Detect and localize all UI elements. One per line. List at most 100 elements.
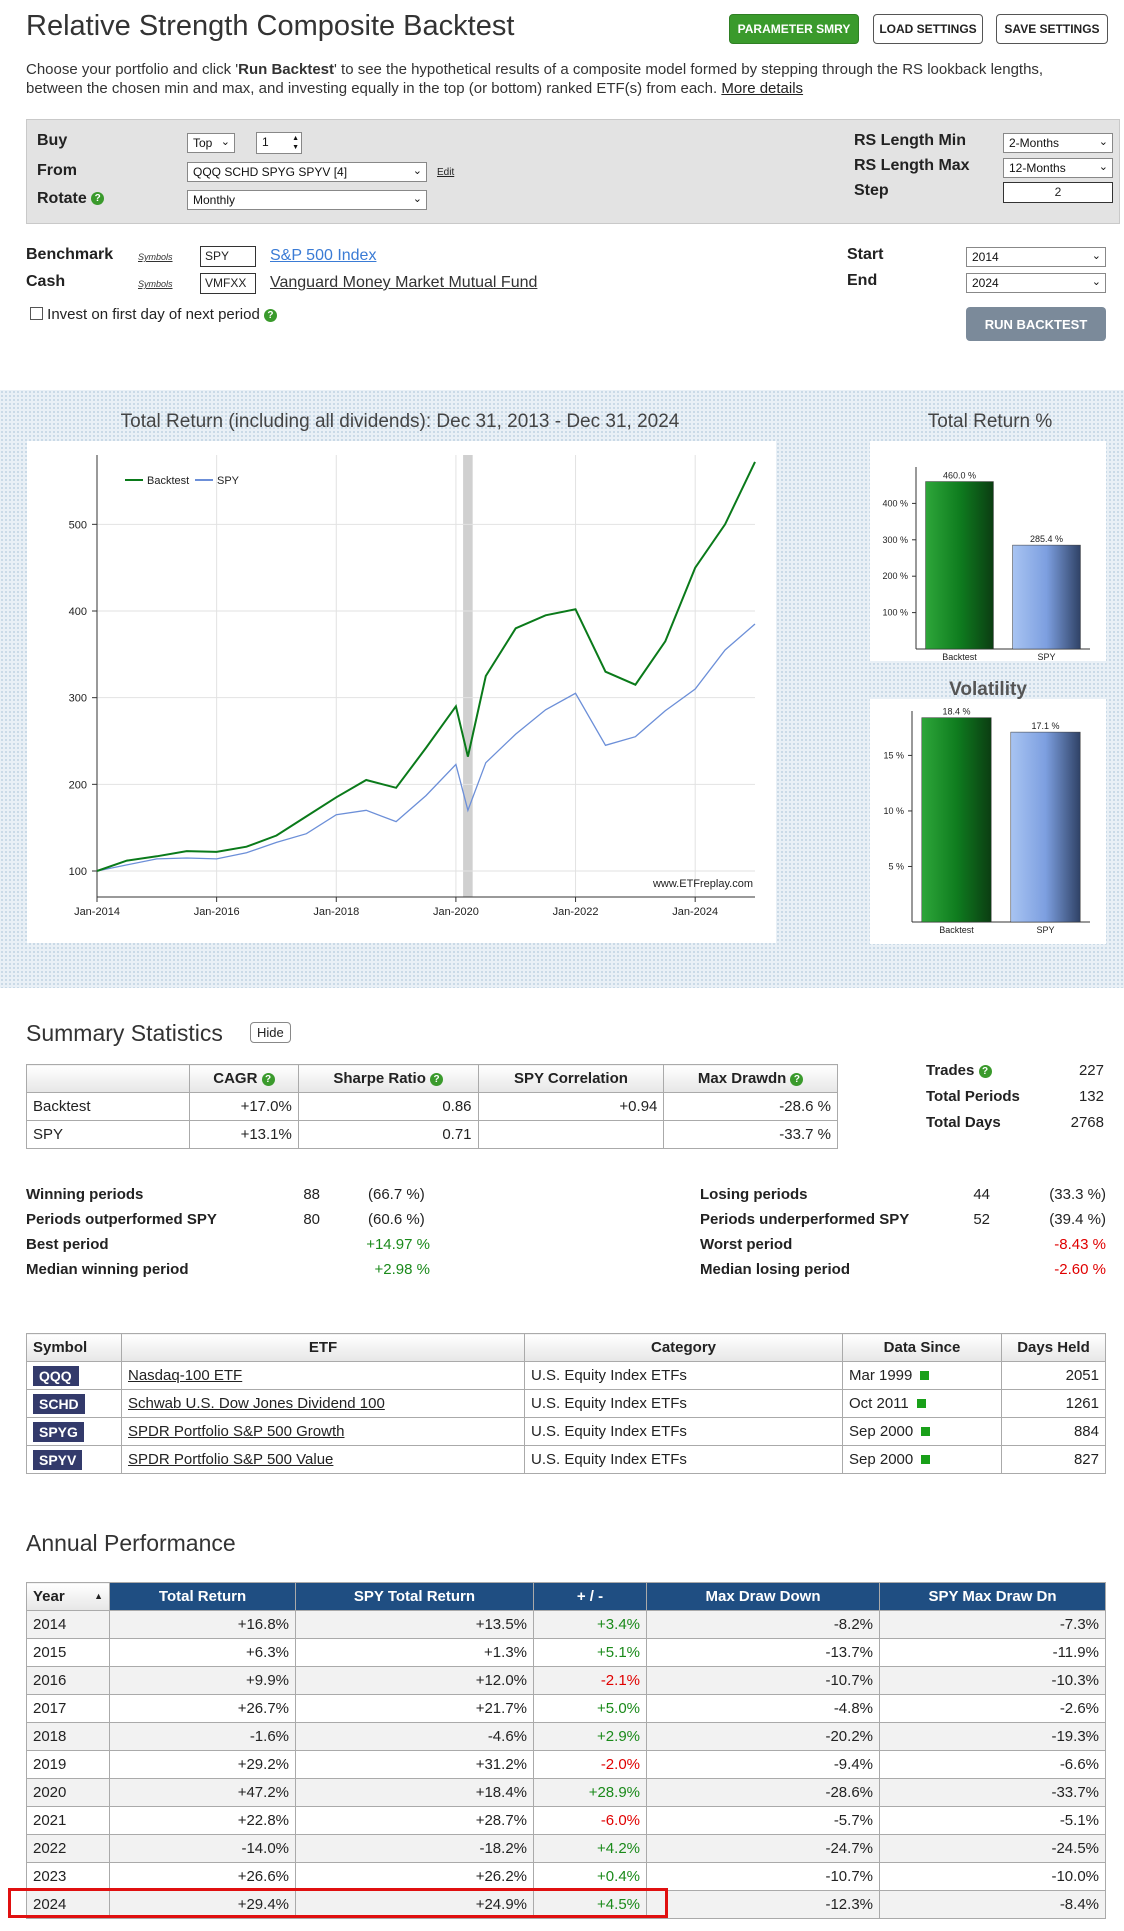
- buy-count-stepper[interactable]: 1 ▲ ▼: [256, 132, 302, 154]
- symbol-badge[interactable]: SPYG: [33, 1421, 84, 1442]
- trades-value: 227: [1078, 1062, 1104, 1079]
- sharpe-header: Sharpe Ratio ?: [297, 1064, 479, 1093]
- maxdd-header: Max Drawdn ?: [663, 1064, 838, 1093]
- periods-value: 132: [1078, 1088, 1104, 1105]
- table-row: 2015 +6.3% +1.3% +5.1% -13.7% -11.9%: [26, 1638, 1106, 1667]
- annual-cell: 2020: [26, 1778, 110, 1807]
- cash-name-link[interactable]: Vanguard Money Market Mutual Fund: [270, 274, 538, 291]
- table-row: 2020 +47.2% +18.4% +28.9% -28.6% -33.7%: [26, 1778, 1106, 1807]
- winning-periods-value: 88: [303, 1186, 320, 1203]
- spy-max-drawdown-header[interactable]: SPY Max Draw Dn: [879, 1582, 1106, 1611]
- worst-period-value: -8.43 %: [1054, 1236, 1106, 1253]
- benchmark-input[interactable]: SPY: [200, 246, 256, 267]
- bar-data-label: 17.1 %: [1031, 721, 1059, 731]
- x-tick-label: Backtest: [939, 925, 974, 935]
- buy-select[interactable]: Top ⌄: [187, 133, 235, 153]
- annual-cell: -28.6%: [646, 1778, 880, 1807]
- table-row: Backtest +17.0% 0.86 +0.94 -28.6 %: [26, 1092, 838, 1121]
- run-backtest-button[interactable]: RUN BACKTEST: [966, 307, 1106, 341]
- max-drawdown-header[interactable]: Max Draw Down: [646, 1582, 880, 1611]
- symbol-badge[interactable]: SCHD: [33, 1393, 85, 1414]
- y-tick-label: 500: [69, 519, 87, 531]
- save-settings-button[interactable]: SAVE SETTINGS: [996, 14, 1108, 44]
- spy-total-return-header[interactable]: SPY Total Return: [295, 1582, 534, 1611]
- rotate-select[interactable]: Monthly ⌄: [187, 190, 427, 210]
- annual-cell: -33.7%: [879, 1778, 1106, 1807]
- status-square-icon: [920, 1371, 930, 1380]
- step-input[interactable]: 2: [1003, 182, 1113, 203]
- table-row: 2016 +9.9% +12.0% -2.1% -10.7% -10.3%: [26, 1666, 1106, 1695]
- help-icon[interactable]: ?: [261, 1072, 275, 1086]
- table-row: SPYV SPDR Portfolio S&P 500 Value U.S. E…: [26, 1445, 1106, 1474]
- annual-cell: +5.0%: [533, 1694, 647, 1723]
- load-settings-button[interactable]: LOAD SETTINGS: [873, 14, 983, 44]
- annual-cell: +26.2%: [295, 1862, 534, 1891]
- underperformed-value: 52: [973, 1211, 990, 1228]
- hide-button[interactable]: Hide: [250, 1022, 291, 1043]
- outperformed-value: 80: [303, 1211, 320, 1228]
- etf-link[interactable]: SPDR Portfolio S&P 500 Value: [121, 1445, 525, 1474]
- start-select[interactable]: 2014 ⌄: [966, 247, 1106, 267]
- symbol-badge[interactable]: SPYV: [33, 1449, 83, 1470]
- y-tick-label: 15 %: [883, 750, 904, 760]
- help-icon[interactable]: ?: [263, 308, 277, 322]
- diff-header[interactable]: + / -: [533, 1582, 647, 1611]
- benchmark-label: Benchmark: [26, 246, 114, 263]
- cash-input[interactable]: VMFXX: [200, 273, 256, 294]
- total-return-header[interactable]: Total Return: [109, 1582, 296, 1611]
- outperformed-pct: (60.6 %): [368, 1211, 425, 1228]
- rotate-label: Rotate ?: [37, 190, 105, 208]
- edit-link[interactable]: Edit: [437, 167, 455, 178]
- intro-text: Choose your portfolio and click 'Run Bac…: [26, 61, 1044, 97]
- annual-cell: +1.3%: [295, 1638, 534, 1667]
- parameter-summary-button[interactable]: PARAMETER SMRY: [729, 14, 859, 44]
- table-row: 2022 -14.0% -18.2% +4.2% -24.7% -24.5%: [26, 1834, 1106, 1863]
- annual-cell: -5.1%: [879, 1806, 1106, 1835]
- annual-cell: +13.5%: [295, 1610, 534, 1639]
- main-chart-title: Total Return (including all dividends): …: [120, 411, 680, 432]
- step-label: Step: [854, 182, 889, 199]
- benchmark-name-link[interactable]: S&P 500 Index: [270, 247, 377, 264]
- y-tick-label: 100 %: [882, 608, 908, 618]
- help-icon[interactable]: ?: [91, 192, 105, 206]
- end-select[interactable]: 2024 ⌄: [966, 273, 1106, 293]
- rs-min-select[interactable]: 2-Months ⌄: [1003, 133, 1113, 153]
- benchmark-symbols-link[interactable]: Symbols: [138, 252, 173, 262]
- annual-cell: +16.8%: [109, 1610, 296, 1639]
- series-line-spy: [96, 623, 756, 872]
- year-header[interactable]: Year ▲: [26, 1582, 110, 1611]
- from-select[interactable]: QQQ SCHD SPYG SPYV [4] ⌄: [187, 162, 427, 182]
- help-icon[interactable]: ?: [978, 1064, 992, 1078]
- annual-cell: 2017: [26, 1694, 110, 1723]
- annual-cell: 2024: [26, 1890, 110, 1919]
- more-details-link[interactable]: More details: [721, 80, 804, 97]
- table-row: QQQ Nasdaq-100 ETF U.S. Equity Index ETF…: [26, 1361, 1106, 1390]
- start-label: Start: [847, 246, 884, 263]
- page-title: Relative Strength Composite Backtest: [26, 10, 515, 42]
- table-row: SCHD Schwab U.S. Dow Jones Dividend 100 …: [26, 1389, 1106, 1418]
- etf-link[interactable]: Schwab U.S. Dow Jones Dividend 100: [121, 1389, 525, 1418]
- y-tick-label: 400: [69, 606, 87, 618]
- rs-max-select[interactable]: 12-Months ⌄: [1003, 158, 1113, 178]
- help-icon[interactable]: ?: [790, 1072, 804, 1086]
- help-icon[interactable]: ?: [430, 1072, 444, 1086]
- total-return-chart-title: Total Return %: [927, 411, 1053, 432]
- winning-periods-pct: (66.7 %): [368, 1186, 425, 1203]
- annual-cell: +24.9%: [295, 1890, 534, 1919]
- y-tick-label: 5 %: [888, 861, 904, 871]
- annual-cell: -9.4%: [646, 1750, 880, 1779]
- x-tick-label: Jan-2016: [194, 906, 240, 918]
- legend-label: SPY: [217, 475, 240, 487]
- table-row: 2023 +26.6% +26.2% +0.4% -10.7% -10.0%: [26, 1862, 1106, 1891]
- etf-link[interactable]: Nasdaq-100 ETF: [121, 1361, 525, 1390]
- annual-cell: -6.6%: [879, 1750, 1106, 1779]
- symbol-badge[interactable]: QQQ: [33, 1365, 79, 1386]
- annual-cell: -18.2%: [295, 1834, 534, 1863]
- trades-label: Trades ?: [926, 1062, 992, 1079]
- invest-checkbox[interactable]: [30, 307, 43, 320]
- cash-symbols-link[interactable]: Symbols: [138, 279, 173, 289]
- highlight-box: [8, 1888, 668, 1918]
- y-tick-label: 300: [69, 693, 87, 705]
- annual-cell: +28.9%: [533, 1778, 647, 1807]
- etf-link[interactable]: SPDR Portfolio S&P 500 Growth: [121, 1417, 525, 1446]
